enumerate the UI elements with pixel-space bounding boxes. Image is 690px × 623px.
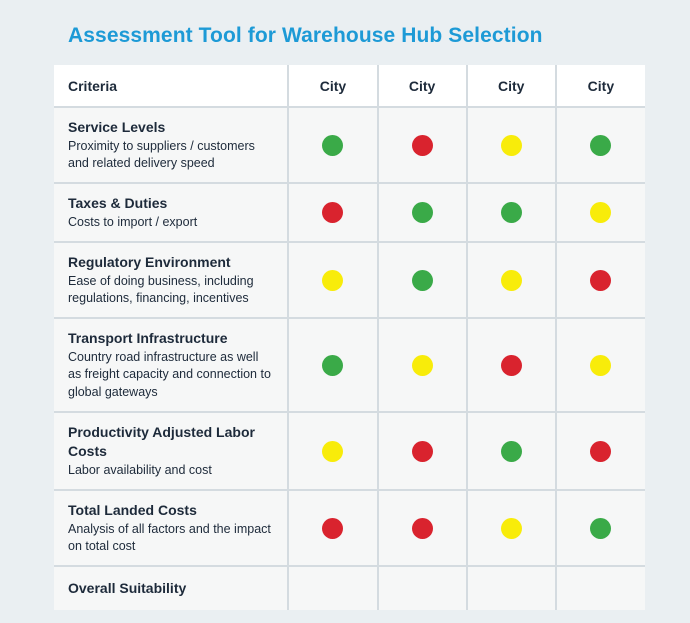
rating-dot-red [322,517,344,539]
criteria-header: Criteria [54,65,289,108]
rating-cell [554,566,645,610]
header-row: Criteria City City City City [54,65,645,108]
rating-cell [376,183,467,243]
rating-dot-red [322,202,344,223]
rating-cell [465,490,556,567]
rating-cell [465,183,556,243]
rating-cell [465,412,556,491]
table-row: Total Landed Costs Analysis of all facto… [54,490,645,567]
rating-cell [376,566,467,610]
rating-cell [465,107,556,184]
criteria-description: Costs to import / export [68,214,198,229]
city-header-4: City [554,65,645,108]
criteria-title: Total Landed Costs [68,501,197,518]
overall-suitability-row: Overall Suitability [54,566,645,610]
criteria-description: Analysis of all factors and the impact o… [68,521,271,554]
rating-dot-yellow [411,354,433,376]
rating-dot-green [322,354,344,376]
rating-cell [287,412,378,491]
rating-cell [554,242,645,319]
rating-cell [376,318,467,413]
rating-dot-yellow [500,269,522,291]
rating-cell [554,183,645,243]
city-header-3: City [465,65,556,108]
rating-dot-red [411,517,433,539]
rating-dot-yellow [590,202,612,223]
criteria-title: Overall Suitability [68,580,187,596]
page-title: Assessment Tool for Warehouse Hub Select… [68,24,543,47]
assessment-table: Criteria City City City City Service Lev… [54,65,645,610]
criteria-cell: Transport Infrastructure Country road in… [54,318,289,413]
criteria-title: Productivity Adjusted Labor Costs [68,423,255,459]
rating-cell [287,242,378,319]
city-header-1: City [287,65,378,108]
rating-cell [376,242,467,319]
rating-cell [287,318,378,413]
rating-dot-yellow [500,517,522,539]
rating-cell [465,566,556,610]
table-row: Transport Infrastructure Country road in… [54,318,645,413]
city-header-2: City [376,65,467,108]
rating-dot-green [590,517,612,539]
criteria-description: Ease of doing business, including regula… [68,273,254,306]
rating-cell [554,412,645,491]
rating-cell [287,490,378,567]
criteria-cell: Regulatory Environment Ease of doing bus… [54,242,289,319]
rating-dot-green [411,202,433,223]
rating-cell [554,490,645,567]
rating-cell [465,318,556,413]
rating-dot-red [500,354,522,376]
rating-cell [287,183,378,243]
table-row: Regulatory Environment Ease of doing bus… [54,242,645,319]
rating-dot-red [590,269,612,291]
rating-dot-green [411,269,433,291]
rating-dot-green [500,440,522,462]
rating-dot-yellow [322,269,344,291]
rating-cell [465,242,556,319]
criteria-title: Service Levels [68,118,166,135]
rating-cell [554,107,645,184]
rating-cell [376,490,467,567]
criteria-cell: Total Landed Costs Analysis of all facto… [54,490,289,567]
rating-dot-red [411,134,433,156]
rating-dot-yellow [322,440,344,462]
rating-dot-red [411,440,433,462]
rating-cell [376,107,467,184]
rating-cell [376,412,467,491]
rating-cell [287,107,378,184]
table-row: Service Levels Proximity to suppliers / … [54,107,645,184]
criteria-description: Labor availability and cost [68,462,212,477]
criteria-cell: Taxes & Duties Costs to import / export [54,183,289,243]
rating-dot-green [590,134,612,156]
rating-cell [554,318,645,413]
table-row: Productivity Adjusted Labor Costs Labor … [54,412,645,491]
table-row: Taxes & Duties Costs to import / export [54,183,645,243]
criteria-cell: Overall Suitability [54,566,289,610]
criteria-title: Taxes & Duties [68,194,168,211]
criteria-title: Transport Infrastructure [68,329,228,346]
criteria-cell: Productivity Adjusted Labor Costs Labor … [54,412,289,491]
rating-dot-yellow [590,354,612,376]
rating-cell [287,566,378,610]
criteria-cell: Service Levels Proximity to suppliers / … [54,107,289,184]
rating-dot-green [500,202,522,223]
rating-dot-green [322,134,344,156]
criteria-description: Country road infrastructure as well as f… [68,349,271,399]
rating-dot-red [590,440,612,462]
criteria-description: Proximity to suppliers / customers and r… [68,138,255,171]
criteria-title: Regulatory Environment [68,253,231,270]
rating-dot-yellow [500,134,522,156]
